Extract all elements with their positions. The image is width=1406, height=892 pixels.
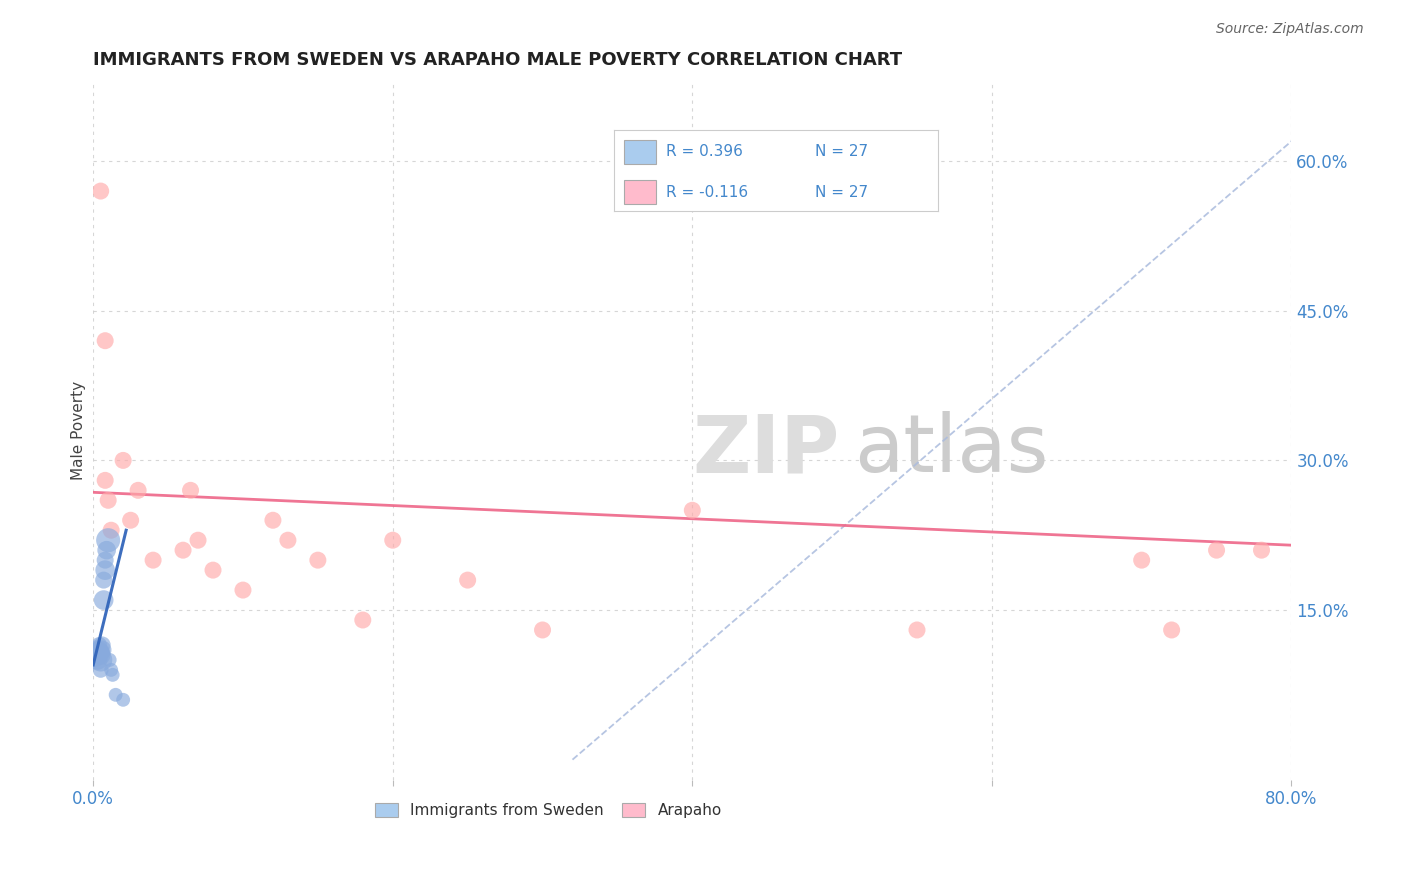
Point [93, 593, 115, 607]
Text: atlas: atlas [853, 411, 1049, 490]
Point [307, 553, 329, 567]
Point [142, 553, 165, 567]
Point [94, 334, 117, 348]
Point [232, 583, 254, 598]
Point [112, 693, 135, 707]
Point [1130, 553, 1153, 567]
Point [86, 645, 108, 659]
Point [94, 563, 117, 577]
Text: ZIP: ZIP [692, 411, 839, 490]
Point [89, 643, 111, 657]
Point [127, 483, 149, 498]
Point [97, 493, 120, 508]
Point [531, 623, 554, 637]
Point [352, 613, 374, 627]
Point [90, 648, 112, 662]
Point [91, 643, 114, 657]
Point [277, 533, 299, 548]
Point [202, 563, 225, 577]
Point [91, 645, 114, 659]
Point [84, 640, 107, 655]
Y-axis label: Male Poverty: Male Poverty [72, 381, 86, 480]
Point [97, 533, 120, 548]
Point [1160, 623, 1182, 637]
Point [262, 513, 284, 527]
Point [104, 688, 127, 702]
Point [89, 648, 111, 662]
Text: IMMIGRANTS FROM SWEDEN VS ARAPAHO MALE POVERTY CORRELATION CHART: IMMIGRANTS FROM SWEDEN VS ARAPAHO MALE P… [93, 51, 903, 69]
Point [90, 645, 112, 659]
Point [1205, 543, 1227, 558]
Point [86, 653, 108, 667]
Point [94, 553, 117, 567]
Point [100, 523, 122, 537]
Point [93, 573, 115, 587]
Point [112, 453, 135, 467]
Point [457, 573, 479, 587]
Text: Source: ZipAtlas.com: Source: ZipAtlas.com [1216, 22, 1364, 37]
Point [90, 663, 112, 677]
Point [100, 663, 122, 677]
Point [83, 648, 105, 662]
Point [84, 645, 107, 659]
Legend: Immigrants from Sweden, Arapaho: Immigrants from Sweden, Arapaho [370, 797, 728, 824]
Point [91, 638, 114, 652]
Point [681, 503, 703, 517]
Point [86, 643, 108, 657]
Point [90, 184, 112, 198]
Point [1250, 543, 1272, 558]
Point [89, 638, 111, 652]
Point [180, 483, 202, 498]
Point [96, 543, 118, 558]
Point [187, 533, 209, 548]
Point [101, 668, 124, 682]
Point [905, 623, 928, 637]
Point [172, 543, 194, 558]
Point [94, 474, 117, 488]
Point [120, 513, 142, 527]
Point [381, 533, 404, 548]
Point [90, 653, 112, 667]
Point [98, 653, 121, 667]
